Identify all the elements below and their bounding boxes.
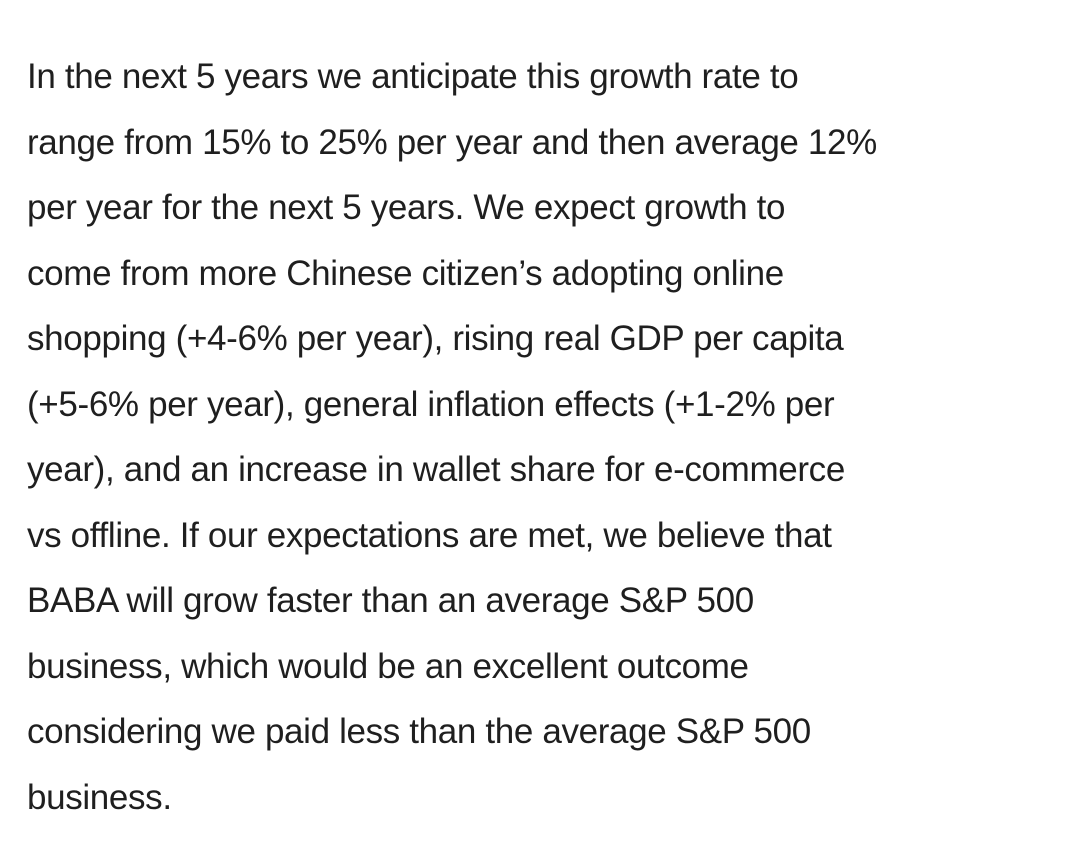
paragraph-line-3: per year for the next 5 years. We expect… <box>27 188 786 227</box>
paragraph-line-4: come from more Chinese citizen’s adoptin… <box>27 253 784 293</box>
paragraph-line-9: BABA will grow faster than an average S&… <box>27 581 754 620</box>
paragraph-line-5: shopping (+4-6% per year), rising real G… <box>27 319 844 358</box>
paragraph-line-2: range from 15% to 25% per year and then … <box>27 122 877 162</box>
paragraph-line-11: considering we paid less than the averag… <box>27 712 811 751</box>
paragraph-line-7: year), and an increase in wallet share f… <box>27 450 845 489</box>
paragraph-line-12: business. <box>27 777 172 817</box>
paragraph-line-8: vs offline. If our expectations are met,… <box>27 515 832 555</box>
paragraph-line-6: (+5-6% per year), general inflation effe… <box>27 384 835 424</box>
paragraph-line-1: In the next 5 years we anticipate this g… <box>27 57 799 96</box>
paragraph-line-10: business, which would be an excellent ou… <box>27 646 749 686</box>
body-paragraph: In the next 5 years we anticipate this g… <box>27 44 1060 830</box>
